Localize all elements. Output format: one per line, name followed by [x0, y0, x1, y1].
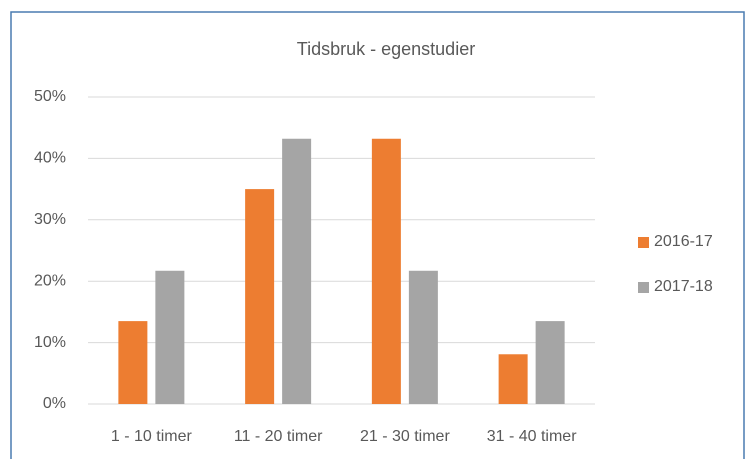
bar — [408, 270, 438, 404]
bar — [118, 321, 148, 404]
x-tick-label: 11 - 20 timer — [234, 428, 323, 445]
legend-swatch — [638, 237, 649, 248]
y-tick-label: 30% — [34, 211, 66, 228]
bar — [371, 138, 401, 404]
chart-title: Tidsbruk - egenstudier — [297, 39, 475, 59]
x-tick-label: 21 - 30 timer — [360, 428, 450, 445]
legend-label: 2017-18 — [654, 278, 713, 295]
x-tick-label: 1 - 10 timer — [111, 428, 193, 445]
bar — [282, 138, 312, 404]
legend-swatch — [638, 282, 649, 293]
y-tick-label: 0% — [43, 395, 66, 412]
chart-frame — [10, 11, 745, 459]
bar — [155, 270, 185, 404]
y-tick-label: 10% — [34, 334, 66, 351]
legend-label: 2016-17 — [654, 233, 713, 250]
bar — [498, 354, 528, 404]
y-tick-label: 40% — [34, 150, 66, 167]
y-tick-label: 20% — [34, 272, 66, 289]
y-tick-label: 50% — [34, 88, 66, 105]
x-tick-label: 31 - 40 timer — [487, 428, 577, 445]
bar — [245, 189, 275, 404]
bar — [535, 321, 565, 404]
